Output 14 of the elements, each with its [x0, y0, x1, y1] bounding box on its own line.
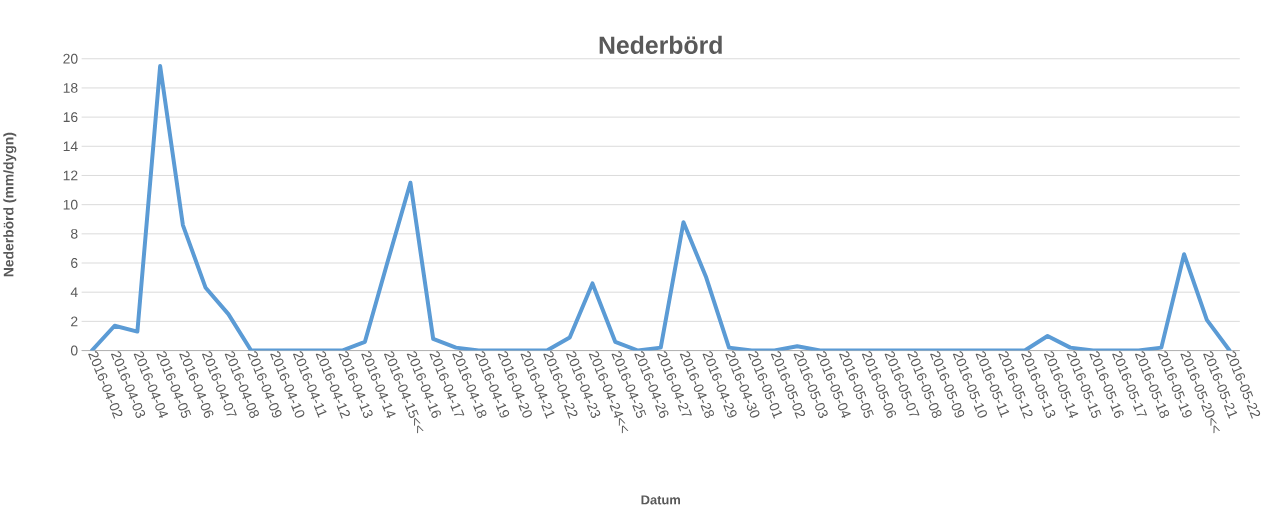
- y-tick-label: 16: [63, 112, 78, 123]
- y-tick-label: 4: [70, 287, 78, 298]
- y-tick-label: 6: [71, 258, 78, 269]
- y-tick-label: 18: [63, 83, 78, 93]
- y-tick-label: 2: [71, 316, 78, 327]
- y-tick-label: 0: [70, 345, 78, 356]
- y-tick-label: 12: [63, 170, 78, 181]
- y-axis-title: Nederbörd (mm/dygn): [3, 132, 17, 277]
- y-tick-label: 20: [63, 53, 78, 64]
- y-tick-label: 14: [63, 141, 78, 152]
- y-tick-label: 10: [63, 199, 78, 210]
- chart-title: Nederbörd: [599, 35, 722, 55]
- y-tick-label: 8: [71, 228, 78, 239]
- x-axis-title: Datum: [641, 495, 680, 505]
